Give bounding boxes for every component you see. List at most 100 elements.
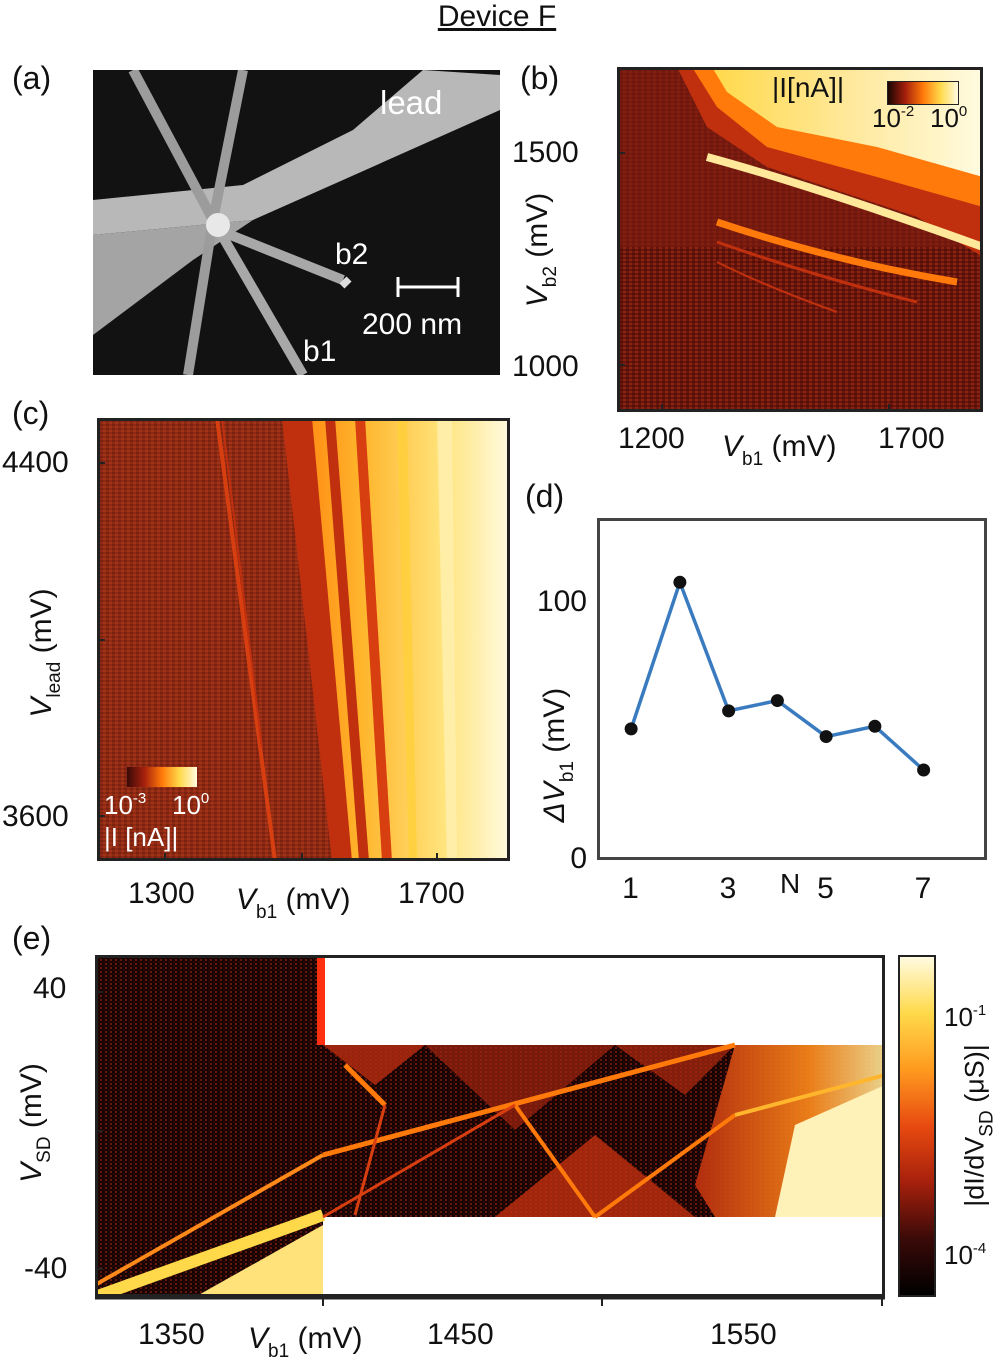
panel-e-xlabel-unit: (mV) (289, 1322, 363, 1355)
data-point-6 (868, 719, 882, 733)
panel-d-ylabel-unit: (mV) (538, 687, 571, 762)
panel-c-cb-max-base: 10 (172, 790, 201, 820)
panel-b-heatmap (617, 67, 983, 412)
panel-c-xlabel-unit: (mV) (277, 883, 351, 916)
panel-e-cb-max-base: 10 (944, 1002, 973, 1032)
b2-annotation: b2 (335, 238, 369, 271)
panel-e-ylabel: VSD (mV) (15, 1043, 55, 1203)
panel-c-xlabel-main: V (236, 883, 257, 916)
panel-d-frame (597, 518, 987, 860)
panel-c-ylabel: Vlead (mV) (25, 563, 65, 743)
panel-c-cb-min-exp: -3 (132, 790, 147, 807)
panel-c-xlabel: Vb1 (mV) (236, 883, 351, 923)
panel-d-chart (597, 518, 987, 860)
panel-d-xlabel: N (780, 868, 801, 899)
panel-e-xtick-1350: 1350 (138, 1318, 205, 1351)
panel-e-cb-min-exp: -4 (972, 1240, 987, 1257)
figure-title: Device F (437, 0, 557, 33)
panel-e-colorbar-title: |dI/dVSD (μS)| (959, 1011, 994, 1241)
x-tick-label: 5 (817, 872, 834, 905)
panel-b-ylabel-main: V (521, 287, 554, 308)
panel-e-ylabel-main: V (15, 1162, 48, 1183)
panel-b-xlabel-sub: b1 (742, 449, 764, 470)
x-tick-label: 7 (914, 872, 932, 905)
panel-b-ytick-1500: 1500 (512, 136, 579, 169)
data-point-5 (819, 730, 833, 744)
panel-c-ytick-3600: 3600 (2, 800, 69, 833)
panel-b-label: (b) (520, 60, 560, 96)
panel-e-cb-title-suffix: (μS)| (959, 1044, 990, 1111)
sem-image (93, 70, 500, 375)
panel-b-ylabel-sub: b2 (540, 266, 561, 288)
panel-e-xlabel-main: V (248, 1322, 269, 1355)
panel-b-xtick-1700: 1700 (878, 422, 945, 455)
panel-b-xlabel-unit: (mV) (763, 430, 837, 463)
panel-e-xlabel: Vb1 (mV) (248, 1322, 363, 1362)
panel-e-xlabel-sub: b1 (268, 1341, 290, 1362)
panel-d-ylabel-main: ΔV (538, 782, 571, 823)
data-point-4 (770, 694, 784, 708)
panel-b-colorbar-max: 100 (930, 103, 967, 134)
panel-c-xtick-1700: 1700 (398, 877, 465, 910)
panel-b-ylabel-unit: (mV) (521, 192, 554, 267)
panel-b-xlabel: Vb1 (mV) (722, 430, 837, 470)
panel-d-ylabel-sub: b1 (557, 761, 578, 783)
panel-e-ytick-neg40: -40 (24, 1252, 68, 1285)
panel-d-ylabel: ΔVb1 (mV) (538, 670, 578, 840)
panel-c-ylabel-unit: (mV) (25, 588, 58, 662)
panel-e-colorbar-min: 10-4 (944, 1240, 986, 1271)
panel-b-cb-max-base: 10 (930, 103, 959, 133)
panel-b-cb-max-exp: 0 (958, 103, 968, 120)
panel-e-cb-title-sub: SD (976, 1110, 994, 1137)
series-line (629, 577, 925, 772)
panel-c-colorbar-min: 10-3 (104, 790, 146, 821)
panel-e-xtick-1450: 1450 (427, 1318, 494, 1351)
panel-c-cb-max-exp: 0 (200, 790, 210, 807)
panel-b-cb-min-base: 10 (872, 103, 901, 133)
panel-e-colorbar (898, 955, 936, 1297)
panel-e-cb-title-prefix: |dI/dV (959, 1136, 990, 1207)
panel-e-heatmap (95, 955, 885, 1297)
panel-b-ytick-1000: 1000 (512, 350, 579, 383)
panel-b-colorbar (887, 81, 959, 105)
panel-c-label: (c) (12, 395, 50, 431)
panel-c-colorbar (127, 767, 197, 787)
panel-d-label: (d) (525, 478, 565, 514)
y-tick-label: 100 (536, 584, 587, 618)
panel-c-ytick-4400: 4400 (2, 446, 69, 479)
panel-c-heatmap (97, 418, 510, 861)
panel-b-ylabel: Vb2 (mV) (521, 170, 561, 330)
panel-c-ylabel-sub: lead (44, 661, 65, 698)
panel-a-label: (a) (12, 60, 52, 96)
data-point-2 (673, 575, 687, 589)
panel-e-ytick-40: 40 (33, 972, 67, 1005)
data-point-1 (624, 722, 638, 736)
panel-e-xaxis (95, 1296, 885, 1306)
panel-e-ylabel-sub: SD (34, 1136, 55, 1163)
y-tick-label: 0 (570, 842, 587, 875)
scale-bar-label: 200 nm (362, 308, 463, 341)
panel-e-cb-max-exp: -1 (972, 1002, 987, 1019)
panel-e-colorbar-max: 10-1 (944, 1002, 986, 1033)
panel-e-label: (e) (12, 920, 52, 956)
panel-e-ylabel-unit: (mV) (15, 1063, 48, 1137)
b1-annotation: b1 (303, 335, 337, 368)
panel-b-colorbar-title: |I[nA]| (772, 72, 845, 103)
x-tick-label: 1 (622, 872, 639, 905)
data-point-7 (917, 763, 931, 777)
panel-b-xlabel-main: V (722, 430, 743, 463)
panel-c-colorbar-max: 100 (172, 790, 209, 821)
panel-c-xtick-1300: 1300 (128, 877, 195, 910)
panel-c-colorbar-title: |I [nA]| (104, 822, 179, 852)
panel-b-colorbar-min: 10-2 (872, 103, 914, 134)
series-points (624, 575, 931, 777)
panel-c-ylabel-main: V (25, 697, 58, 718)
lead-annotation: lead (380, 84, 443, 121)
data-point-3 (722, 704, 736, 718)
panel-e-xtick-1550: 1550 (710, 1318, 777, 1351)
panel-b-xtick-1200: 1200 (618, 422, 685, 455)
x-tick-label: 3 (719, 872, 737, 905)
panel-c-xlabel-sub: b1 (256, 902, 278, 923)
panel-b-cb-min-exp: -2 (900, 103, 915, 120)
panel-e-cb-min-base: 10 (944, 1240, 973, 1270)
